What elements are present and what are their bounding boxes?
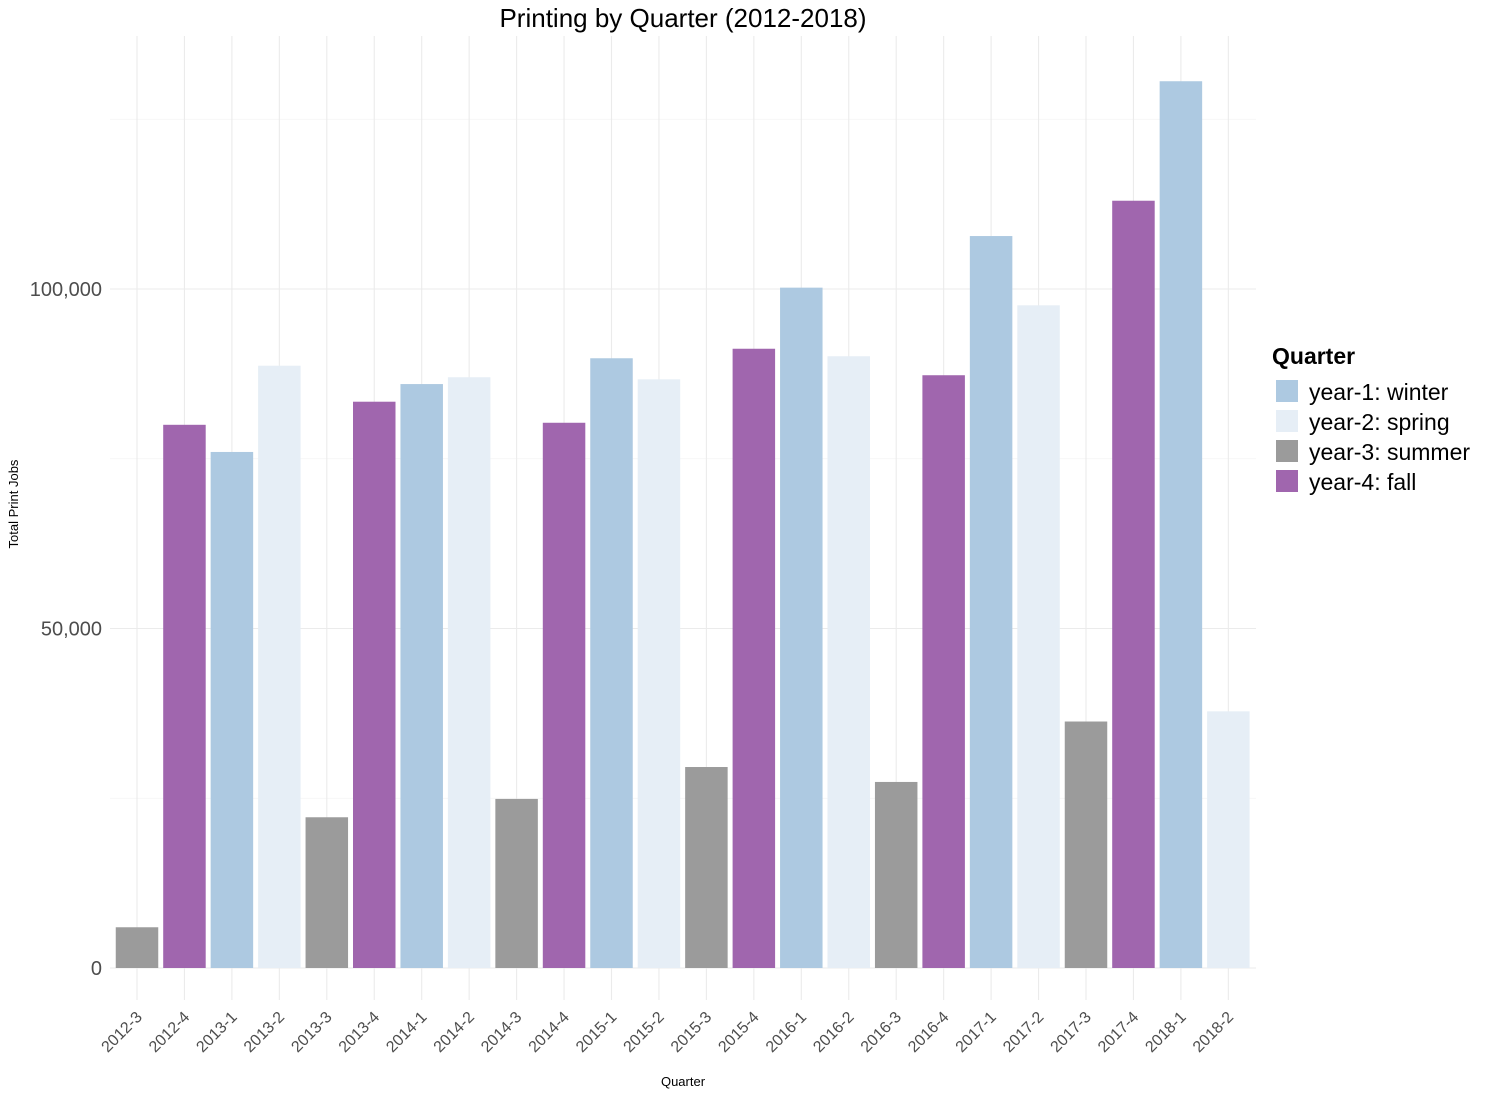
x-tick-label: 2014-2 <box>431 1009 478 1056</box>
x-tick-label: 2013-3 <box>288 1009 335 1056</box>
x-tick-label: 2013-4 <box>336 1009 383 1056</box>
x-tick-label: 2016-3 <box>858 1009 905 1056</box>
y-tick-label: 50,000 <box>41 619 102 641</box>
x-tick-label: 2014-3 <box>478 1009 525 1056</box>
bar-2014-4 <box>542 422 586 968</box>
x-tick-label: 2016-2 <box>810 1009 857 1056</box>
x-tick-label: 2014-1 <box>383 1009 430 1056</box>
bar-2016-2 <box>827 356 870 969</box>
x-tick-label: 2014-4 <box>526 1009 573 1056</box>
bar-2016-3 <box>874 781 918 968</box>
bar-2017-3 <box>1064 721 1108 968</box>
x-axis-ticks: 2012-3 2012-4 2013-1 2013-2 2013-3 2013-4 2014… <box>99 1009 1238 1056</box>
bar-2017-4 <box>1112 200 1155 969</box>
y-tick-label: 100,000 <box>30 279 102 301</box>
x-tick-label: 2013-2 <box>241 1009 288 1056</box>
bar-2014-2 <box>447 377 491 968</box>
y-tick-label: 0 <box>91 958 102 980</box>
x-tick-label: 2018-2 <box>1190 1009 1237 1056</box>
bar-2013-4 <box>353 401 396 969</box>
x-tick-label: 2015-4 <box>715 1009 762 1056</box>
bar-2013-3 <box>305 817 349 968</box>
legend-label-winter: year-1: winter <box>1309 379 1449 405</box>
bars <box>115 81 1250 969</box>
x-tick-label: 2016-4 <box>905 1009 952 1056</box>
bar-2017-1 <box>969 236 1013 969</box>
legend-label-spring: year-2: spring <box>1309 409 1450 435</box>
x-tick-label: 2012-3 <box>99 1009 146 1056</box>
legend-title: Quarter <box>1272 343 1355 369</box>
x-tick-label: 2016-1 <box>763 1009 810 1056</box>
legend-swatch-fall <box>1276 470 1298 492</box>
bar-2016-4 <box>922 375 965 969</box>
bar-2012-3 <box>115 927 159 968</box>
y-axis-label: Total Print Jobs <box>6 459 21 548</box>
x-tick-label: 2017-1 <box>953 1009 1000 1056</box>
legend: Quarter year-1: winter year-2: spring year… <box>1272 343 1470 495</box>
bar-2012-4 <box>163 424 206 968</box>
legend-swatch-summer <box>1276 440 1298 462</box>
x-tick-label: 2017-3 <box>1048 1009 1095 1056</box>
y-axis-ticks: 0 50,000 100,000 <box>30 279 102 980</box>
legend-label-summer: year-3: summer <box>1309 439 1470 465</box>
x-tick-label: 2018-1 <box>1142 1009 1189 1056</box>
legend-swatch-winter <box>1276 380 1298 402</box>
x-tick-label: 2017-2 <box>1000 1009 1047 1056</box>
bar-2013-2 <box>258 365 301 969</box>
bar-2013-1 <box>210 451 254 969</box>
bar-2018-2 <box>1207 711 1250 968</box>
bar-2014-3 <box>495 798 538 968</box>
legend-label-fall: year-4: fall <box>1309 469 1416 495</box>
x-tick-label: 2012-4 <box>146 1009 193 1056</box>
legend-swatch-spring <box>1276 410 1298 432</box>
bar-2015-1 <box>590 358 633 968</box>
bar-2018-1 <box>1159 81 1203 969</box>
x-axis-label: Quarter <box>661 1074 706 1089</box>
x-tick-label: 2015-2 <box>621 1009 668 1056</box>
x-tick-label: 2015-1 <box>573 1009 620 1056</box>
bar-2015-4 <box>732 348 776 968</box>
x-tick-label: 2015-3 <box>668 1009 715 1056</box>
chart-title: Printing by Quarter (2012-2018) <box>499 3 866 33</box>
bar-2017-2 <box>1017 305 1060 968</box>
bar-2014-1 <box>400 384 443 968</box>
x-tick-label: 2017-4 <box>1095 1009 1142 1056</box>
bar-2015-2 <box>637 379 681 968</box>
bar-2016-1 <box>780 287 823 968</box>
bar-2015-3 <box>685 767 728 968</box>
x-tick-label: 2013-1 <box>193 1009 240 1056</box>
